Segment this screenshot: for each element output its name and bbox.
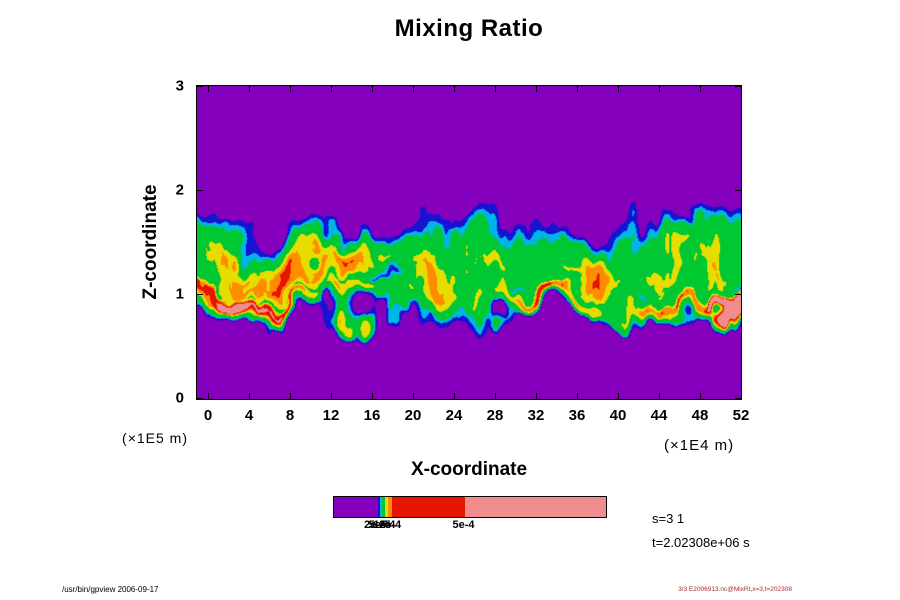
- x-tick-mark: [249, 393, 250, 399]
- x-tick-mark: [249, 86, 250, 92]
- x-tick-mark: [290, 393, 291, 399]
- x-tick-mark: [536, 393, 537, 399]
- x-tick-label: 20: [404, 407, 422, 424]
- y-tick-label: 1: [175, 285, 184, 303]
- x-tick-mark: [659, 393, 660, 399]
- x-tick-mark: [454, 393, 455, 399]
- y-tick-mark: [735, 294, 741, 295]
- y-tick-mark: [197, 294, 203, 295]
- x-tick-label: 36: [568, 407, 586, 424]
- colorbar-segment: [385, 497, 389, 517]
- x-tick-label: 28: [486, 407, 504, 424]
- x-tick-mark: [208, 393, 209, 399]
- x-tick-label: 4: [244, 407, 254, 424]
- y-tick-label: 3: [175, 77, 184, 95]
- y-tick-mark: [735, 86, 741, 87]
- x-tick-mark: [331, 393, 332, 399]
- y-tick-mark: [197, 398, 203, 399]
- x-tick-mark: [659, 86, 660, 92]
- y-axis: 0 1 2 3: [158, 78, 186, 407]
- x-axis-unit: (×1E4 m): [664, 437, 735, 454]
- x-tick-label: 24: [445, 407, 463, 424]
- x-tick-mark: [372, 393, 373, 399]
- x-axis: 0 4 8 12 16 20 24 28 32 36 40 44 48 52: [197, 407, 750, 427]
- x-tick-mark: [618, 393, 619, 399]
- x-axis-title: X-coordinate: [410, 459, 528, 480]
- colorbar: [333, 496, 607, 518]
- footer-command: /usr/bin/gpview 2006-09-17: [62, 585, 159, 594]
- x-tick-mark: [495, 393, 496, 399]
- x-tick-label: 0: [203, 407, 213, 424]
- x-tick-mark: [495, 86, 496, 92]
- colorbar-tick-label: 2e-4: [379, 519, 402, 531]
- x-tick-mark: [372, 86, 373, 92]
- colorbar-segment: [377, 497, 380, 517]
- x-tick-label: 40: [609, 407, 627, 424]
- y-axis-unit: (×1E5 m): [122, 430, 188, 446]
- colorbar-segment: [334, 497, 378, 517]
- y-tick-mark: [197, 86, 203, 87]
- x-tick-label: 44: [650, 407, 668, 424]
- x-tick-label: 52: [732, 407, 750, 424]
- y-tick-mark: [735, 190, 741, 191]
- colorbar-segment: [381, 497, 386, 517]
- x-tick-mark: [618, 86, 619, 92]
- colorbar-labels: 2e-5 5e-5 1e-4 2e-4 5e-4: [333, 519, 607, 533]
- colorbar-tick-label: 1e-4: [373, 519, 396, 531]
- x-tick-mark: [536, 86, 537, 92]
- x-tick-mark: [331, 86, 332, 92]
- x-tick-mark: [413, 86, 414, 92]
- colorbar-tick-label: 5e-5: [368, 519, 391, 531]
- x-tick-label: 32: [527, 407, 545, 424]
- x-tick-mark: [413, 393, 414, 399]
- colorbar-segment: [388, 497, 392, 517]
- field-canvas: [197, 86, 741, 399]
- slice-annotation: s=3 1: [652, 511, 685, 526]
- footer-source: 3/3 E2006913.nc@MixRt,x=3,t=202308: [678, 586, 792, 593]
- time-annotation: t=2.02308e+06 s: [652, 535, 750, 550]
- y-tick-label: 2: [175, 181, 184, 199]
- x-tick-mark: [700, 86, 701, 92]
- x-tick-mark: [700, 393, 701, 399]
- plot-frame: [196, 85, 742, 400]
- colorbar-segment: [464, 497, 606, 517]
- colorbar-segment: [379, 497, 382, 517]
- x-tick-mark: [577, 393, 578, 399]
- y-tick-mark: [197, 190, 203, 191]
- x-tick-label: 8: [285, 407, 295, 424]
- colorbar-tick-label: 2e-5: [364, 519, 387, 531]
- x-tick-label: 16: [363, 407, 381, 424]
- colorbar-tick-label: 5e-4: [452, 519, 475, 531]
- chart-title: Mixing Ratio: [394, 15, 544, 42]
- x-tick-label: 48: [691, 407, 709, 424]
- y-tick-label: 0: [175, 389, 184, 407]
- x-tick-mark: [290, 86, 291, 92]
- x-tick-mark: [208, 86, 209, 92]
- x-tick-mark: [741, 393, 742, 399]
- y-tick-mark: [735, 398, 741, 399]
- x-tick-mark: [577, 86, 578, 92]
- x-tick-label: 12: [322, 407, 340, 424]
- x-tick-mark: [741, 86, 742, 92]
- x-tick-mark: [454, 86, 455, 92]
- colorbar-segment: [391, 497, 465, 517]
